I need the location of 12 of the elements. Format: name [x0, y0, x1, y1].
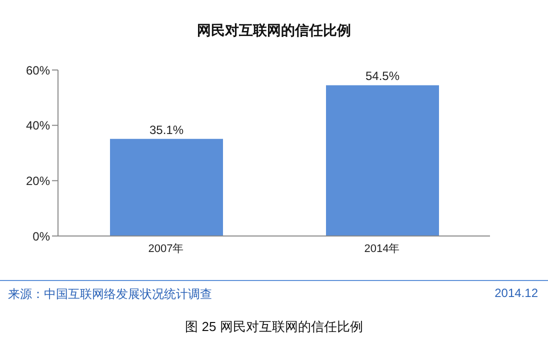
data-label: 35.1%: [149, 122, 184, 137]
text: 2014.12: [494, 286, 538, 300]
x-tick-label: 2007年: [148, 242, 184, 255]
chart-title: 网民对互联网的信任比例: [196, 22, 352, 40]
y-tick-label: 20%: [26, 174, 50, 188]
y-tick-label: 60%: [26, 63, 50, 78]
data-label: 54.5%: [365, 69, 400, 84]
x-tick-label: 2014年: [364, 242, 400, 255]
caption: 图 25 网民对互联网的信任比例: [184, 318, 364, 336]
y-tick-label: 0%: [32, 229, 50, 244]
source-note: 来源：中国互联网络发展状况统计调查: [8, 286, 212, 303]
y-tick-label: 40%: [26, 118, 50, 133]
